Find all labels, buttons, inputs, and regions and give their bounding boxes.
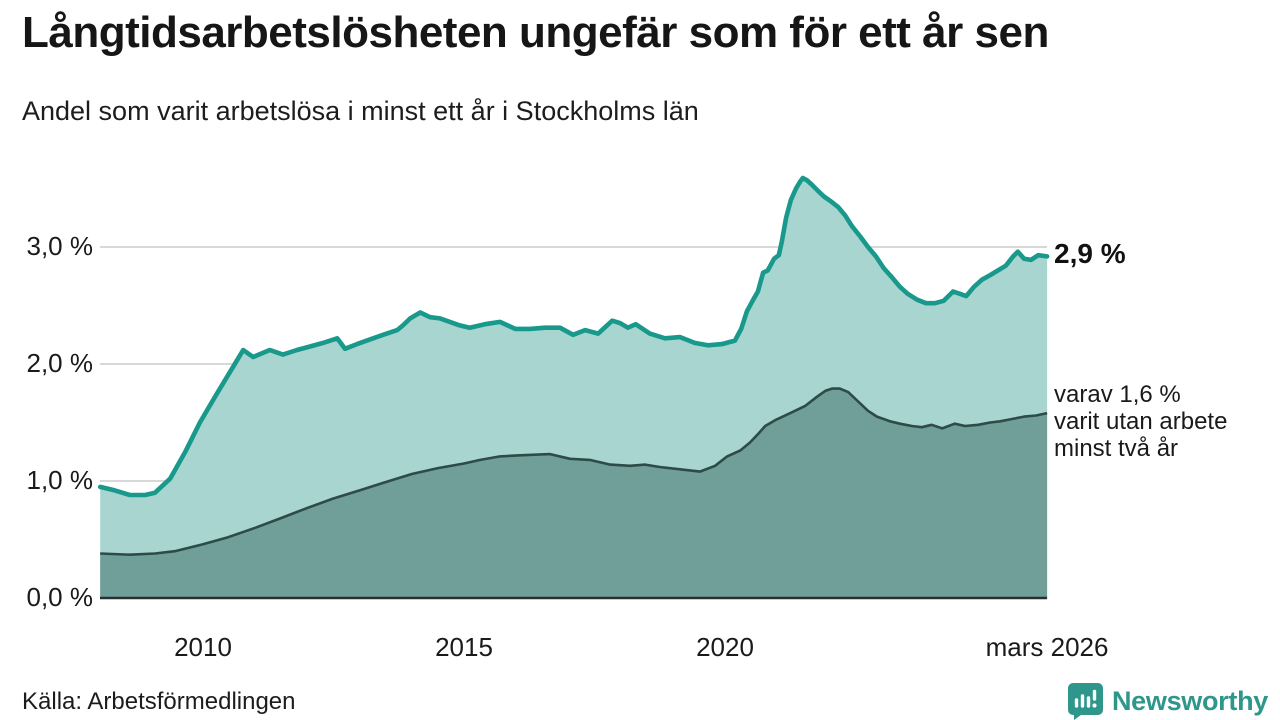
latest-value-label: 2,9 % xyxy=(1054,238,1126,269)
chart-subtitle: Andel som varit arbetslösa i minst ett å… xyxy=(22,96,699,126)
y-tick-label: 2,0 % xyxy=(26,348,94,378)
x-tick-label: 2010 xyxy=(174,632,232,662)
newsworthy-logo: Newsworthy xyxy=(1067,682,1268,720)
y-tick-label: 3,0 % xyxy=(26,231,94,261)
chart-title: Långtidsarbetslösheten ungefär som för e… xyxy=(22,8,1049,57)
x-tick-label: 2020 xyxy=(696,632,754,662)
line-unemployed-1yr xyxy=(97,175,1050,498)
area-unemployed-2yr xyxy=(100,388,1048,598)
line-unemployed-2yr xyxy=(100,387,1048,556)
newsworthy-logo-icon xyxy=(1067,683,1103,720)
y-tick-label: 0,0 % xyxy=(26,582,94,612)
y-tick-label: 1,0 % xyxy=(26,465,94,495)
source-credit: Källa: Arbetsförmedlingen xyxy=(22,688,296,715)
x-tick-label: 2015 xyxy=(435,632,493,662)
secondary-series-note: varav 1,6 % varit utan arbete minst två … xyxy=(1054,381,1228,462)
x-tick-label: mars 2026 xyxy=(985,632,1109,662)
newsworthy-wordmark: Newsworthy xyxy=(1111,685,1268,716)
